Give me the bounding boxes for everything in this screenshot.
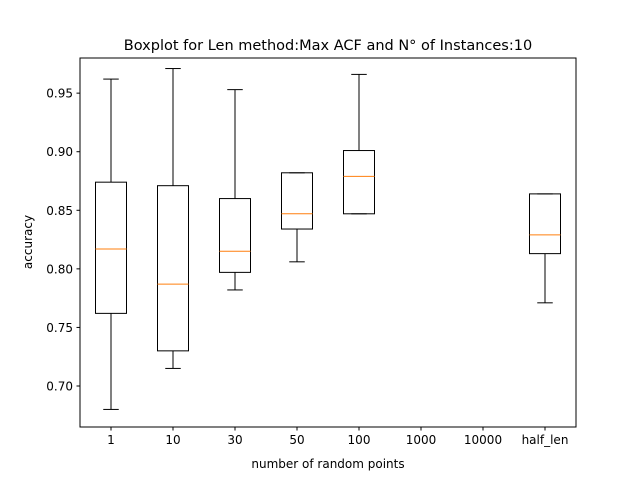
- x-tick-label: 100: [348, 433, 371, 447]
- y-tick-label: 0.85: [46, 204, 73, 218]
- box-body: [529, 193, 561, 255]
- box-1: [95, 78, 127, 410]
- box-100: [343, 73, 375, 215]
- chart-title: Boxplot for Len method:Max ACF and N° of…: [124, 38, 532, 54]
- box-30: [219, 89, 251, 291]
- y-tick-label: 0.95: [46, 87, 73, 101]
- box-half_len: [529, 193, 561, 304]
- y-tick-label: 0.80: [46, 262, 73, 276]
- x-tick-label: half_len: [522, 433, 569, 447]
- x-tick-label: 50: [289, 433, 304, 447]
- box-body: [281, 172, 313, 230]
- y-axis-label: accuracy: [21, 215, 35, 269]
- x-tick-label: 1: [107, 433, 115, 447]
- y-tick-label: 0.90: [46, 145, 73, 159]
- box-50: [281, 172, 313, 263]
- x-tick-label: 1000: [406, 433, 437, 447]
- x-tick-label: 30: [227, 433, 242, 447]
- plot-area: [79, 57, 577, 428]
- y-tick-label: 0.70: [46, 380, 73, 394]
- y-tick-label: 0.75: [46, 321, 73, 335]
- box-body: [95, 181, 127, 314]
- x-axis-label: number of random points: [251, 457, 404, 471]
- box-body: [219, 198, 251, 273]
- x-axis: 1 10 30 50 100 1000 10000 half_len: [107, 427, 568, 447]
- box-body: [157, 185, 189, 352]
- x-tick-label: 10000: [464, 433, 502, 447]
- box-body: [343, 150, 375, 215]
- boxes-layer: [95, 68, 561, 410]
- x-tick-label: 10: [165, 433, 180, 447]
- box-10: [157, 68, 189, 369]
- y-axis: 0.70 0.75 0.80 0.85 0.90 0.95: [46, 87, 80, 394]
